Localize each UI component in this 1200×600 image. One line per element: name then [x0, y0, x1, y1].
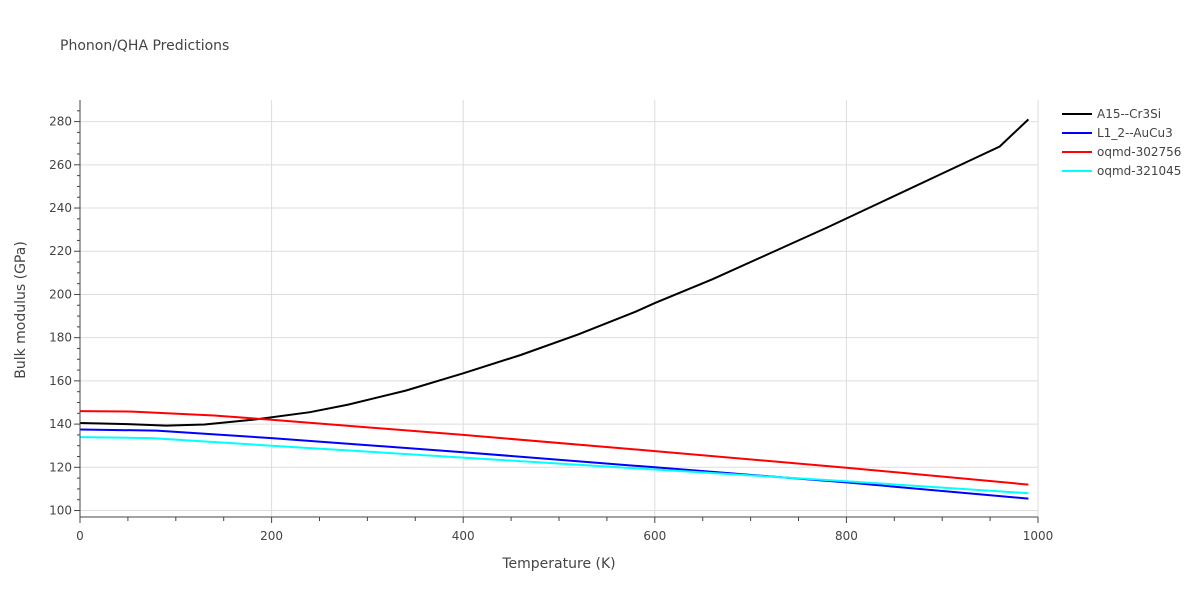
- series-line-oqmd-302756: [79, 410, 1029, 486]
- legend-label: oqmd-302756: [1097, 145, 1181, 159]
- y-tick-label: 240: [49, 201, 72, 215]
- legend-label: L1_2--AuCu3: [1097, 126, 1173, 140]
- y-tick-label: 200: [49, 287, 72, 301]
- y-axis-label: Bulk modulus (GPa): [13, 241, 29, 379]
- x-tick-label: 200: [260, 529, 283, 543]
- y-tick-label: 220: [49, 244, 72, 258]
- x-tick-label: 600: [643, 529, 666, 543]
- x-axis-label: Temperature (K): [501, 556, 615, 572]
- series-line-oqmd-321045: [79, 436, 1029, 495]
- x-tick-label: 400: [452, 529, 475, 543]
- y-tick-label: 140: [49, 417, 72, 431]
- x-tick-label: 0: [76, 529, 84, 543]
- axes: [74, 100, 1039, 523]
- series-group: [79, 118, 1030, 500]
- y-tick-label: 120: [49, 460, 72, 474]
- y-tick-label: 160: [49, 374, 72, 388]
- chart-title: Phonon/QHA Predictions: [60, 38, 229, 54]
- series-line-a15-cr3si: [79, 118, 1030, 427]
- y-tick-label: 260: [49, 158, 72, 172]
- legend-label: A15--Cr3Si: [1097, 107, 1161, 121]
- y-tick-label: 100: [49, 504, 72, 518]
- series-line-l1-2-aucu3: [79, 428, 1029, 500]
- y-tick-label: 180: [49, 331, 72, 345]
- grid: [80, 100, 1039, 517]
- tick-labels: 0 200 400 600 800 1000 100 120 140 160 180 200 220 24…: [49, 115, 1053, 543]
- y-tick-label: 280: [49, 115, 72, 129]
- legend: A15--Cr3Si L1_2--AuCu3 oqmd-302756 oqmd-321…: [1062, 107, 1181, 178]
- legend-label: oqmd-321045: [1097, 164, 1181, 178]
- x-tick-label: 800: [835, 529, 858, 543]
- x-tick-label: 1000: [1023, 529, 1054, 543]
